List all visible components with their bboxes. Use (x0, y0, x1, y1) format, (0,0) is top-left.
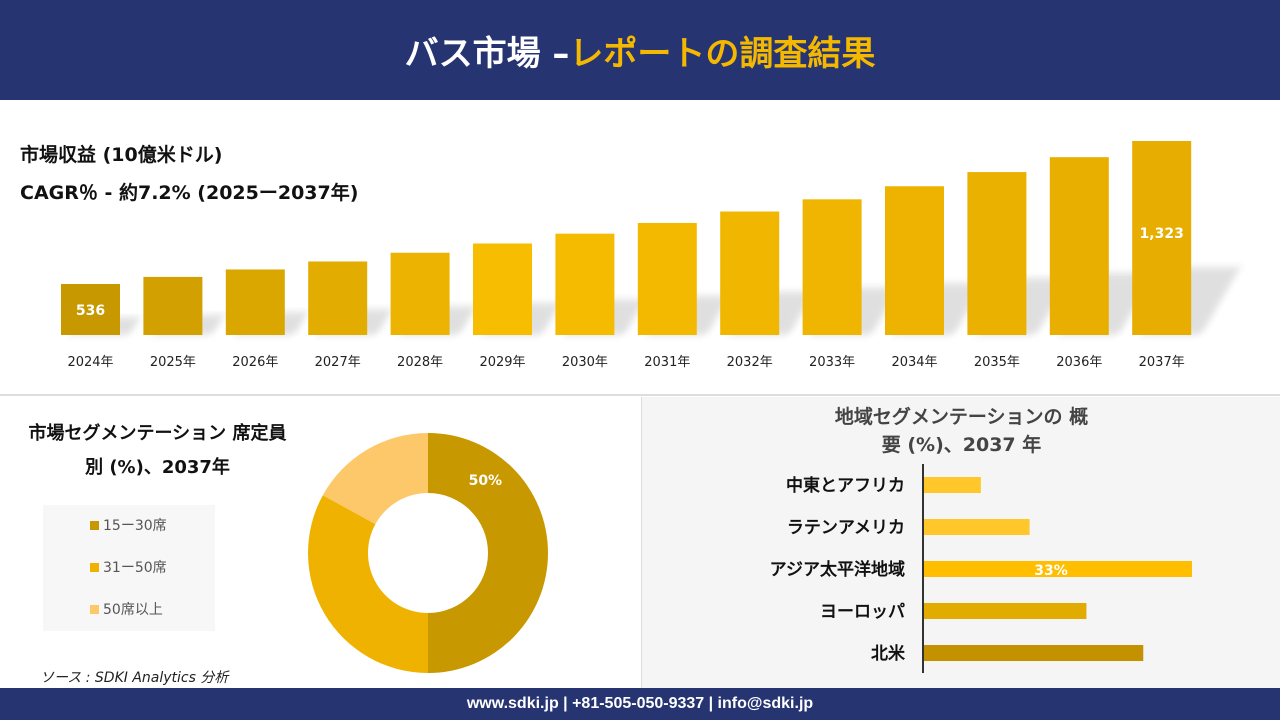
bar-2025年 (143, 276, 203, 335)
bar-2036年 (1049, 157, 1109, 335)
bar-2030年 (555, 233, 615, 335)
legend-label: 15ー30席 (103, 518, 167, 534)
seat-segment-title-text: 市場セグメンテーション 席定員別 (%)、2037年 (28, 423, 287, 478)
category-label: ヨーロッパ (820, 602, 905, 622)
data-label: 1,323 (1140, 226, 1184, 242)
bar-2032年 (720, 211, 780, 335)
x-tick-label: 2029年 (479, 355, 525, 370)
data-label: 50% (469, 473, 503, 489)
x-tick-label: 2037年 (1139, 355, 1185, 370)
x-tick-label: 2025年 (150, 355, 196, 370)
bar-2028年 (390, 252, 450, 335)
legend-label: 31ー50席 (103, 560, 167, 576)
title-accent: レポートの調査結果 (569, 33, 876, 74)
bar-2037年 (1132, 141, 1192, 335)
legend-swatch (90, 520, 99, 530)
data-label: 33% (1034, 563, 1068, 579)
revenue-title: 市場収益 (10億米ドル) (20, 144, 223, 166)
bar-中東とアフリカ (924, 477, 981, 493)
x-tick-label: 2027年 (315, 355, 361, 370)
seat-segment-title: 市場セグメンテーション 席定員別 (%)、2037年 (20, 417, 295, 485)
x-tick-label: 2028年 (397, 355, 443, 370)
legend-label: 50席以上 (103, 602, 163, 618)
source-note: ソース : SDKI Analytics 分析 (40, 670, 229, 686)
bar-2035年 (967, 172, 1027, 335)
category-label: 北米 (871, 643, 906, 664)
revenue-bar-chart: 2024年 536 2025年 2026年 2027年 2028年 2029年 2030年 20… (61, 141, 1241, 370)
x-tick-label: 2034年 (891, 355, 937, 370)
x-tick-label: 2032年 (727, 355, 773, 370)
region-title: 地域セグメンテーションの 概要 (%)、2037 年 (642, 403, 1280, 459)
category-label: アジア太平洋地域 (770, 559, 905, 580)
bar-ヨーロッパ (924, 603, 1087, 619)
legend-item: 31ー50席 (90, 557, 167, 577)
x-tick-label: 2035年 (974, 355, 1020, 370)
legend-swatch (90, 604, 99, 614)
x-tick-label: 2036年 (1056, 355, 1102, 370)
bar-2031年 (637, 222, 697, 335)
seat-segment-section: 市場セグメンテーション 席定員別 (%)、2037年 50% ソース : SDK… (0, 397, 640, 688)
donut-slice-50席以上 (322, 433, 428, 525)
bar-2027年 (308, 261, 368, 335)
donut-slice-15ー30席 (428, 433, 548, 673)
revenue-section: 市場収益 (10億米ドル) CAGR％ - 約7.2% (2025ー2037年)… (0, 100, 1280, 396)
region-title-text: 地域セグメンテーションの 概要 (%)、2037 年 (834, 406, 1089, 456)
donut-slice-31ー50席 (308, 495, 428, 673)
bar-2024年 (61, 284, 120, 335)
bar-2033年 (802, 199, 862, 335)
bar-2034年 (885, 186, 944, 335)
legend (43, 505, 215, 631)
data-label: 536 (76, 303, 105, 319)
x-tick-label: 2033年 (809, 355, 855, 370)
header: バス市場 – レポートの調査結果 (0, 0, 1280, 100)
region-segment-section: 地域セグメンテーションの 概要 (%)、2037 年 中東とアフリカ ラテンアメリ… (641, 397, 1280, 688)
legend-swatch (90, 562, 99, 572)
x-tick-label: 2030年 (562, 355, 608, 370)
bar-ラテンアメリカ (924, 519, 1030, 535)
footer-contact: www.sdki.jp | +81-505-050-9337 | info@sd… (0, 688, 1280, 720)
bar-2029年 (473, 243, 532, 335)
bar-北米 (924, 645, 1144, 661)
x-tick-label: 2026年 (232, 355, 278, 370)
x-tick-label: 2024年 (67, 355, 113, 370)
x-tick-label: 2031年 (644, 355, 690, 370)
bar-2026年 (225, 269, 285, 335)
legend-item: 50席以上 (90, 599, 163, 619)
cagr-text: CAGR％ - 約7.2% (2025ー2037年) (20, 182, 359, 204)
title-main: バス市場 – (404, 33, 570, 74)
category-label: 中東とアフリカ (786, 475, 905, 496)
seat-donut-chart: 50% (308, 433, 548, 673)
category-label: ラテンアメリカ (787, 518, 905, 538)
bar-アジア太平洋地域 (924, 561, 1192, 577)
legend-item: 15ー30席 (90, 515, 167, 535)
